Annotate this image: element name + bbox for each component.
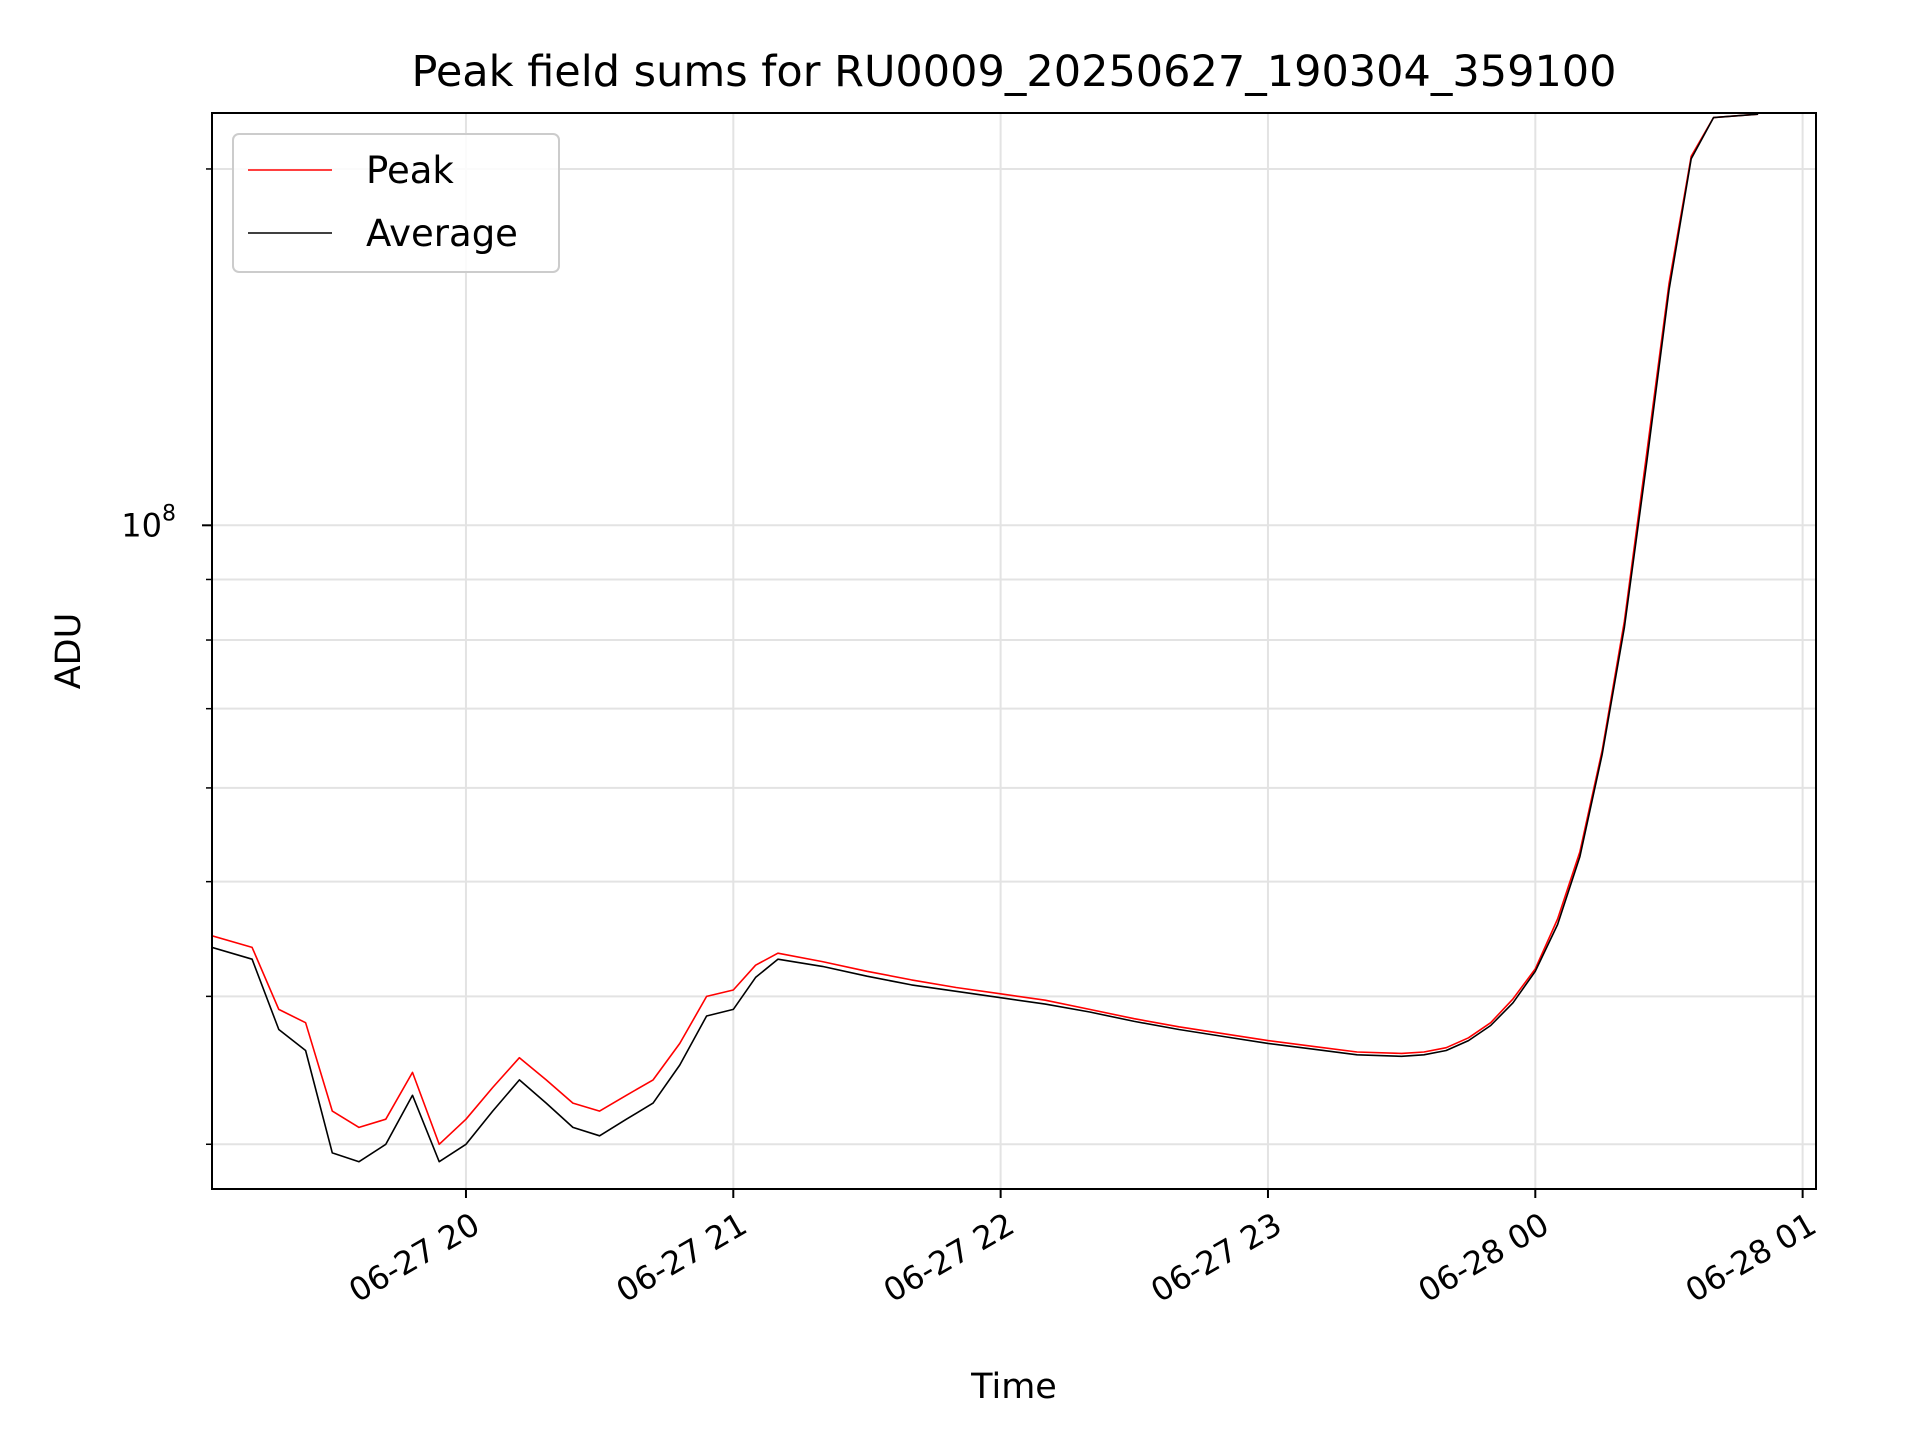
x-axis-label: Time (970, 1367, 1057, 1407)
legend-box (232, 133, 560, 273)
y-tick-label: 108 (121, 501, 176, 544)
y-axis-ticks (202, 168, 212, 1146)
plot-frame (211, 112, 1817, 1190)
legend-label-average: Average (366, 212, 518, 255)
series-line-average (212, 113, 1759, 1163)
grid (212, 113, 1816, 1189)
legend: Peak Average (232, 133, 560, 273)
series-line-peak (212, 113, 1759, 1146)
y-tick-exponent: 8 (162, 501, 176, 526)
chart-title: Peak field sums for RU0009_20250627_1903… (411, 47, 1616, 97)
legend-label-peak: Peak (366, 149, 454, 192)
y-tick-base: 10 (121, 506, 162, 544)
series-layer (212, 113, 1759, 1163)
y-axis-label: ADU (49, 613, 89, 690)
